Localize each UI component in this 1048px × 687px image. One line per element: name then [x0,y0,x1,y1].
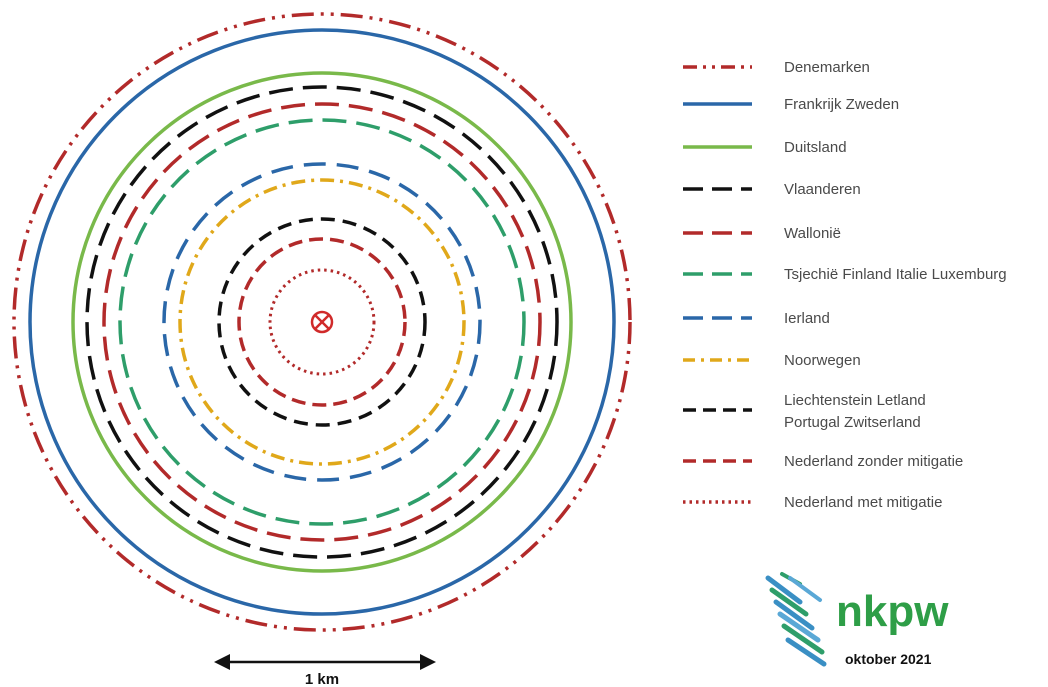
legend-label-li: Portugal Zwitserland [784,414,921,431]
legend-label-ie: Ierland [784,310,830,327]
legend-label-vl: Vlaanderen [784,181,861,198]
legend-item-nl1: Nederland zonder mitigatie [683,453,963,470]
legend-label-nl1: Nederland zonder mitigatie [784,453,963,470]
legend-label-dk: Denemarken [784,59,870,76]
legend: Denemarken Frankrijk Zweden Duitsland Vlaan… [683,59,1007,511]
legend-label-no: Noorwegen [784,352,861,369]
arrow-right-icon [420,654,436,670]
circle-vlaanderen [85,85,559,559]
legend-label-cz: Tsjechië Finland Italie Luxemburg [784,266,1007,283]
logo-text: nkpw [836,587,949,636]
legend-item-de: Duitsland [683,139,847,156]
circle-tsjechie [118,118,526,526]
circle-denemarken [12,12,632,632]
circle-frankrijk-zweden [28,28,616,616]
legend-label-wa: Wallonië [784,225,841,242]
circle-nederland-zonder [237,237,407,407]
nkpw-logo: nkpw oktober 2021 [765,572,949,667]
legend-item-vl: Vlaanderen [683,181,861,198]
legend-item-no: Noorwegen [683,352,861,369]
legend-item-cz: Tsjechië Finland Italie Luxemburg [683,266,1007,283]
circle-noorwegen [178,178,466,466]
zone-circles [12,12,632,632]
legend-item-fr: Frankrijk Zweden [683,96,899,113]
legend-label-nl2: Nederland met mitigatie [784,494,942,511]
legend-item-ie: Ierland [683,310,830,327]
scale-bar: 1 km [214,654,436,687]
legend-label-li: Liechtenstein Letland [784,392,926,409]
legend-item-wa: Wallonië [683,225,841,242]
legend-label-fr: Frankrijk Zweden [784,96,899,113]
legend-item-nl2: Nederland met mitigatie [683,494,942,511]
circle-duitsland [71,71,573,573]
center-marker-icon [310,310,334,334]
legend-item-dk: Denemarken [683,59,870,76]
circle-liechtenstein [217,217,427,427]
arrow-left-icon [214,654,230,670]
logo-date: oktober 2021 [845,651,932,667]
circle-ierland [162,162,482,482]
circle-wallonie [102,102,542,542]
legend-label-de: Duitsland [784,139,847,156]
scale-bar-label: 1 km [305,671,339,687]
circle-nederland-met [268,268,376,376]
logo-mark-icon [765,572,827,667]
legend-item-li: Liechtenstein Letland Portugal Zwitserlan… [683,392,926,431]
